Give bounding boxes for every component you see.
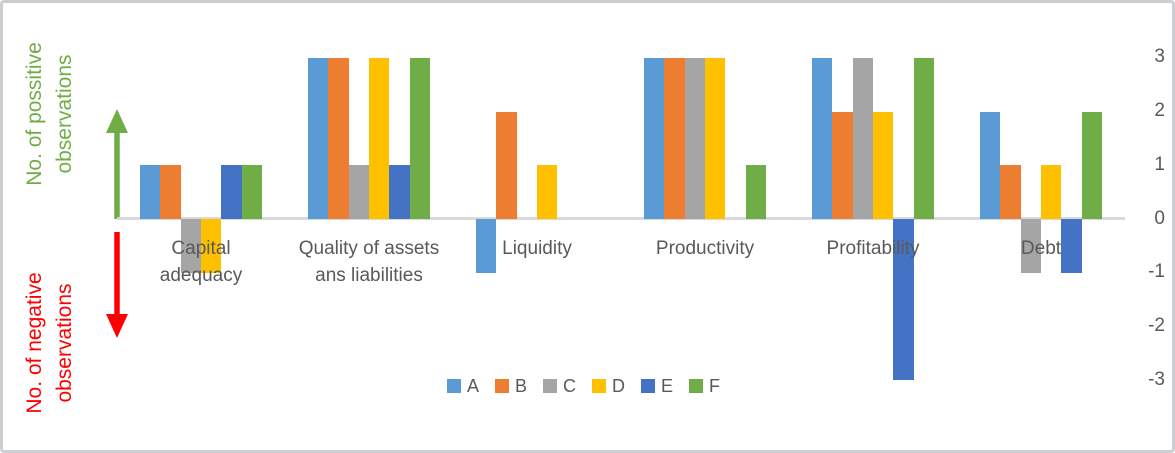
bar-f-1 (409, 57, 431, 219)
legend-label-b: B (515, 375, 528, 396)
bar-f-4 (913, 57, 935, 219)
bar-b-2 (496, 111, 517, 219)
bar-c-3 (684, 57, 705, 219)
bar-d-0 (201, 219, 222, 273)
bar-b-5 (1000, 165, 1021, 219)
legend-swatch-d (592, 379, 607, 393)
bar-a-0 (139, 165, 161, 219)
negative-axis-label: No. of negative observations (20, 236, 82, 450)
y-tick--1: -1 (1148, 261, 1165, 283)
legend-item-c: C (543, 376, 576, 397)
legend-label-c: C (563, 375, 577, 396)
legend-swatch-f (689, 379, 704, 393)
legend-label-a: A (467, 375, 480, 396)
legend-label-e: E (661, 375, 674, 396)
bar-b-4 (832, 111, 853, 219)
bar-d-3 (705, 57, 726, 219)
positive-axis-label-line2: observations (53, 54, 76, 174)
bar-c-0 (180, 219, 201, 273)
bar-c-5 (1020, 219, 1041, 273)
y-tick-0: 0 (1154, 207, 1165, 229)
y-tick-2: 2 (1154, 100, 1165, 122)
legend-label-f: F (709, 375, 721, 396)
x-axis-line (117, 217, 1125, 220)
positive-axis-label: No. of possitive observations (20, 11, 82, 217)
bar-d-2 (537, 165, 558, 219)
bar-e-1 (389, 165, 410, 219)
bar-f-0 (241, 165, 263, 219)
bar-a-5 (979, 111, 1001, 219)
bar-e-5 (1061, 219, 1082, 273)
bar-a-4 (811, 57, 833, 219)
y-tick--3: -3 (1148, 368, 1165, 390)
bar-c-4 (852, 57, 873, 219)
y-tick--2: -2 (1148, 314, 1165, 336)
legend-item-b: B (495, 376, 527, 397)
negative-axis-arrow-icon (106, 232, 128, 338)
bar-d-1 (369, 57, 390, 219)
negative-axis-label-line1: No. of negative (23, 272, 46, 414)
legend-item-e: E (641, 376, 673, 397)
legend-item-f: F (689, 376, 720, 397)
legend-swatch-e (641, 379, 656, 393)
legend-item-d: D (592, 376, 625, 397)
category-label-4: Profitability (826, 238, 920, 259)
legend-item-a: A (447, 376, 479, 397)
bar-a-3 (643, 57, 665, 219)
legend-label-d: D (612, 375, 626, 396)
bar-d-5 (1041, 165, 1062, 219)
bar-d-4 (873, 111, 894, 219)
positive-axis-label-line1: No. of possitive (23, 42, 46, 186)
legend-swatch-a (447, 379, 461, 393)
category-label-3: Productivity (655, 238, 755, 259)
bar-a-1 (307, 57, 329, 219)
y-tick-3: 3 (1154, 46, 1165, 68)
bar-b-3 (664, 57, 685, 219)
bar-c-1 (348, 165, 369, 219)
legend: A B C D E F (447, 372, 720, 400)
category-label-0: Capital adequacy (159, 238, 243, 286)
y-tick-1: 1 (1154, 153, 1165, 175)
category-label-1: Quality of assets ans liabilities (298, 238, 440, 286)
bar-e-4 (893, 219, 914, 381)
bar-f-3 (745, 165, 767, 219)
bar-b-0 (160, 165, 181, 219)
category-label-5: Debt (1020, 238, 1062, 259)
legend-swatch-c (543, 379, 558, 393)
category-label-2: Liquidity (502, 238, 572, 259)
bar-b-1 (328, 57, 349, 219)
bar-e-0 (221, 165, 242, 219)
bar-a-2 (475, 219, 497, 273)
legend-swatch-b (495, 379, 510, 393)
bar-f-5 (1081, 111, 1103, 219)
positive-axis-arrow-icon (106, 109, 128, 219)
negative-axis-label-line2: observations (53, 283, 76, 403)
